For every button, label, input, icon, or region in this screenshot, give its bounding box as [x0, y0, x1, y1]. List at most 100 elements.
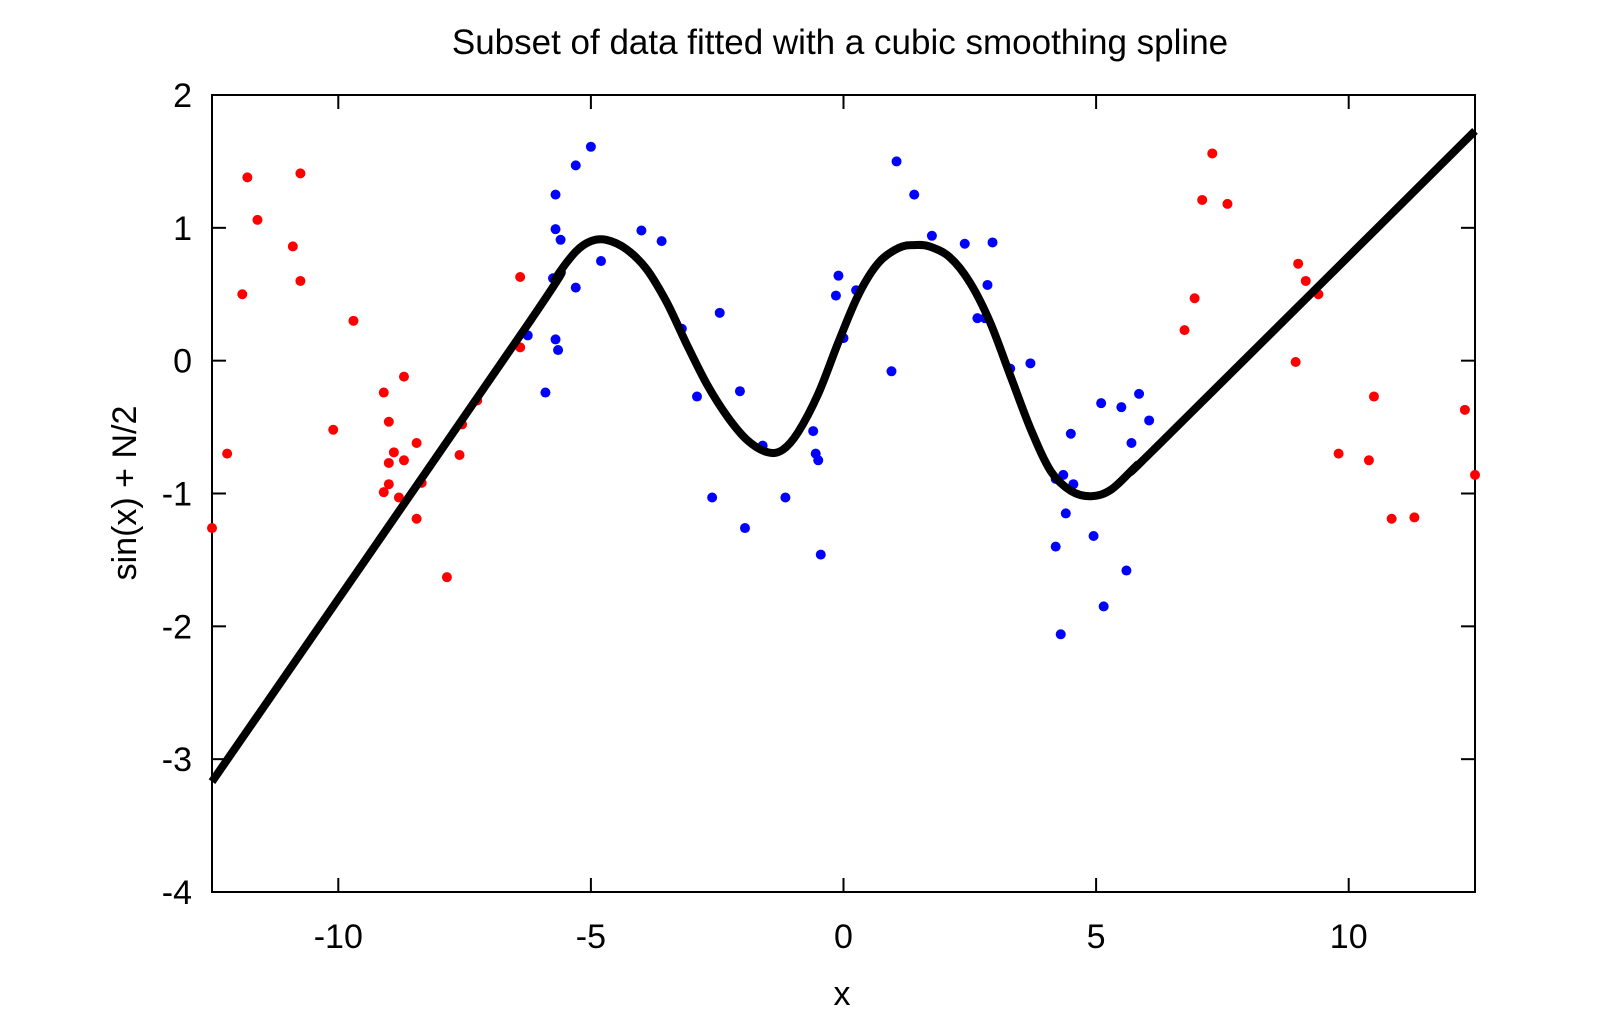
fitted-point [570, 282, 581, 293]
fitted-point [808, 426, 819, 437]
excluded-point [378, 487, 389, 498]
x-tick-label: -5 [576, 918, 606, 956]
fitted-point [926, 230, 937, 241]
excluded-point [454, 449, 465, 460]
fitted-point [636, 225, 647, 236]
fitted-point [734, 386, 745, 397]
excluded-point [398, 371, 409, 382]
excluded-point [1470, 469, 1480, 480]
excluded-point [393, 492, 404, 503]
y-tick-label: -1 [162, 476, 192, 514]
x-axis-label: x [834, 975, 851, 1013]
fitted-point [1116, 402, 1127, 413]
excluded-point [1300, 275, 1311, 286]
fitted-point [550, 224, 561, 235]
fitted-point [1050, 541, 1061, 552]
fitted-point [555, 234, 566, 245]
excluded-point [411, 513, 422, 524]
excluded-point [383, 457, 394, 468]
fitted-point [1096, 398, 1107, 409]
fitted-point [886, 366, 897, 377]
fitted-point [1065, 428, 1076, 439]
fitted-point [972, 313, 983, 324]
x-tick-label: 0 [834, 918, 853, 956]
fitted-point [833, 270, 844, 281]
fitted-point [596, 256, 607, 267]
excluded-point [1207, 148, 1218, 159]
excluded-point [295, 168, 306, 179]
excluded-point [287, 241, 298, 252]
y-tick-label: -4 [162, 874, 192, 912]
y-tick-label: 2 [173, 77, 192, 115]
excluded-point [328, 424, 339, 435]
x-tick-label: -10 [314, 918, 363, 956]
fitted-point [656, 236, 667, 247]
excluded-point [388, 447, 399, 458]
x-tick-label: 10 [1330, 918, 1368, 956]
excluded-point [222, 448, 233, 459]
fitted-point [1126, 438, 1137, 449]
fitted-point [1098, 601, 1109, 612]
fitted-point [1060, 508, 1071, 519]
fitted-point [813, 455, 824, 466]
excluded-point [398, 455, 409, 466]
fitted-point [540, 387, 551, 398]
fitted-point [553, 345, 564, 356]
excluded-point [1197, 194, 1208, 205]
excluded-point [1189, 293, 1200, 304]
excluded-point [378, 387, 389, 398]
data-points [207, 141, 1480, 640]
excluded-point [1386, 513, 1397, 524]
fitted-point [550, 189, 561, 200]
excluded-point [1368, 391, 1379, 402]
excluded-point [383, 416, 394, 427]
excluded-point [411, 438, 422, 449]
excluded-point [1333, 448, 1344, 459]
y-tick-label: 1 [173, 210, 192, 248]
y-tick-label: 0 [173, 343, 192, 381]
excluded-point [1293, 258, 1304, 269]
fitted-point [830, 290, 841, 301]
y-axis-label: sin(x) + N/2 [106, 406, 144, 581]
excluded-point [1363, 455, 1374, 466]
excluded-point [252, 214, 263, 225]
fitted-point [550, 334, 561, 345]
fitted-point [1144, 415, 1155, 426]
fitted-point [1134, 388, 1145, 399]
excluded-point [237, 289, 248, 300]
spline-curve [208, 128, 1478, 784]
excluded-point [1409, 512, 1420, 523]
fitted-point [780, 492, 791, 503]
excluded-point [383, 479, 394, 490]
excluded-point [348, 315, 359, 326]
chart-title: Subset of data fitted with a cubic smoot… [452, 23, 1228, 62]
fitted-point [1088, 531, 1099, 542]
fitted-point [739, 523, 750, 534]
excluded-point [1222, 198, 1233, 209]
fitted-point [891, 156, 902, 167]
fitted-point [1055, 629, 1066, 640]
y-axis-ticks: -4 -3 -2 -1 0 1 2 [162, 77, 1475, 912]
fitted-point [570, 160, 581, 171]
excluded-point [1290, 356, 1301, 367]
fitted-point [1058, 469, 1069, 480]
fitted-point [959, 238, 970, 249]
fitted-point [691, 391, 702, 402]
fitted-point [982, 279, 993, 290]
excluded-point [207, 523, 217, 534]
fitted-point [815, 549, 826, 560]
fitted-point [1121, 565, 1132, 576]
x-tick-label: 5 [1087, 918, 1106, 956]
x-axis-ticks: -10 -5 0 5 10 [314, 95, 1368, 956]
excluded-point [1459, 404, 1470, 415]
excluded-point [242, 172, 253, 183]
fitted-point [909, 189, 920, 200]
fitted-point [987, 237, 998, 248]
excluded-point [515, 271, 526, 282]
y-tick-label: -2 [162, 608, 192, 646]
fitted-point [1025, 358, 1036, 369]
excluded-point [441, 572, 452, 583]
y-tick-label: -3 [162, 741, 192, 779]
excluded-point [295, 275, 306, 286]
